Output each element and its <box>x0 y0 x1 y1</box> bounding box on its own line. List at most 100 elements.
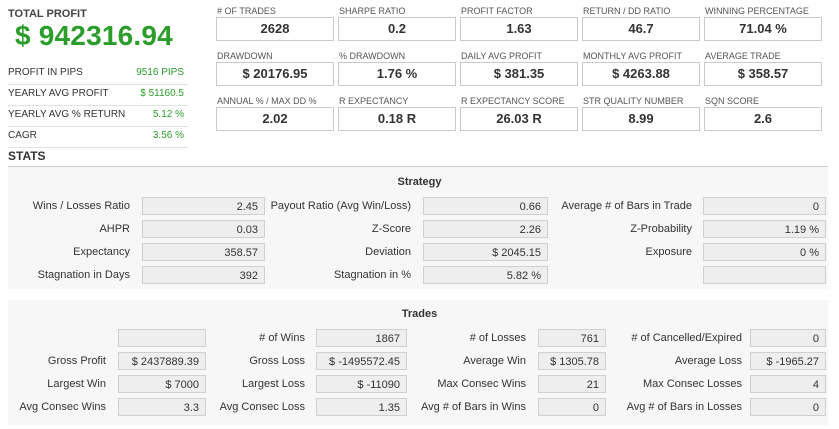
strategy-label: Z-Probability <box>630 223 692 235</box>
kpi-card: % DRAWDOWN 1.76 % <box>338 51 456 86</box>
kpi-label: STR QUALITY NUMBER <box>583 96 684 106</box>
trades-label: Avg # of Bars in Losses <box>626 401 742 413</box>
kpi-value: $ 381.35 <box>460 62 578 86</box>
strategy-label: Stagnation in % <box>333 269 411 281</box>
kpi-value: 2.02 <box>216 107 334 131</box>
total-profit-label: TOTAL PROFIT <box>8 8 87 20</box>
trades-value: 21 <box>538 375 606 393</box>
trades-label: Max Consec Wins <box>437 378 526 390</box>
trades-value: $ -1495572.45 <box>316 352 407 370</box>
side-stat-value: 3.56 % <box>152 130 184 141</box>
side-stat-value: 9516 PIPS <box>136 67 184 78</box>
trades-value: 1867 <box>316 329 407 347</box>
trades-label: # of Losses <box>469 332 526 344</box>
strategy-value: 0.03 <box>142 220 265 238</box>
trades-label: Gross Profit <box>47 355 106 367</box>
kpi-label: MONTHLY AVG PROFIT <box>583 51 683 61</box>
strategy-value: $ 2045.15 <box>423 243 548 261</box>
side-stat-label: CAGR <box>8 130 37 141</box>
kpi-value: 0.18 R <box>338 107 456 131</box>
kpi-card: PROFIT FACTOR 1.63 <box>460 6 578 41</box>
kpi-card: AVERAGE TRADE $ 358.57 <box>704 51 822 86</box>
kpi-card: R EXPECTANCY 0.18 R <box>338 96 456 131</box>
kpi-value: $ 20176.95 <box>216 62 334 86</box>
strategy-value: 0.66 <box>423 197 548 215</box>
kpi-value: 0.2 <box>338 17 456 41</box>
kpi-card: RETURN / DD RATIO 46.7 <box>582 6 700 41</box>
trades-label: # of Cancelled/Expired <box>631 332 742 344</box>
kpi-card: SQN SCORE 2.6 <box>704 96 822 131</box>
strategy-value <box>703 266 826 284</box>
side-stat-label: YEARLY AVG % RETURN <box>8 109 126 120</box>
kpi-label: WINNING PERCENTAGE <box>705 6 809 16</box>
side-stat-label: PROFIT IN PIPS <box>8 67 83 78</box>
trades-value: 3.3 <box>118 398 206 416</box>
kpi-card: DRAWDOWN $ 20176.95 <box>216 51 334 86</box>
kpi-label: DRAWDOWN <box>217 51 273 61</box>
kpi-label: R EXPECTANCY SCORE <box>461 96 565 106</box>
strategy-value: 0 <box>703 197 826 215</box>
strategy-value: 2.45 <box>142 197 265 215</box>
kpi-label: % DRAWDOWN <box>339 51 406 61</box>
trades-value: 761 <box>538 329 606 347</box>
strategy-label: Deviation <box>365 246 411 258</box>
trades-label: Average Loss <box>674 355 742 367</box>
kpi-label: PROFIT FACTOR <box>461 6 533 16</box>
kpi-card: # OF TRADES 2628 <box>216 6 334 41</box>
kpi-card: STR QUALITY NUMBER 8.99 <box>582 96 700 131</box>
kpi-label: SHARPE RATIO <box>339 6 406 16</box>
kpi-card: MONTHLY AVG PROFIT $ 4263.88 <box>582 51 700 86</box>
strategy-value: 1.19 % <box>703 220 826 238</box>
stats-divider <box>8 166 828 167</box>
side-stat-cagr: CAGR 3.56 % <box>8 127 188 148</box>
trades-value: $ 1305.78 <box>538 352 606 370</box>
kpi-label: # OF TRADES <box>217 6 276 16</box>
strategy-label: Z-Score <box>371 223 411 235</box>
stats-heading: STATS <box>8 149 46 163</box>
side-stat-label: YEARLY AVG PROFIT <box>8 88 109 99</box>
kpi-card: SHARPE RATIO 0.2 <box>338 6 456 41</box>
trades-label: Largest Loss <box>242 378 305 390</box>
kpi-card: DAILY AVG PROFIT $ 381.35 <box>460 51 578 86</box>
trades-value: 4 <box>750 375 826 393</box>
side-stat-yearly-avg-return: YEARLY AVG % RETURN 5.12 % <box>8 106 188 127</box>
strategy-value: 2.26 <box>423 220 548 238</box>
trades-value: 0 <box>750 398 826 416</box>
strategy-label: Stagnation in Days <box>37 269 130 281</box>
trades-value: 0 <box>750 329 826 347</box>
kpi-card: WINNING PERCENTAGE 71.04 % <box>704 6 822 41</box>
kpi-card: R EXPECTANCY SCORE 26.03 R <box>460 96 578 131</box>
strategy-label: Average # of Bars in Trade <box>561 200 692 212</box>
trades-value: 1.35 <box>316 398 407 416</box>
kpi-label: ANNUAL % / MAX DD % <box>217 96 317 106</box>
kpi-value: $ 4263.88 <box>582 62 700 86</box>
trades-value <box>118 329 206 347</box>
trades-label: Avg Consec Loss <box>219 401 305 413</box>
trades-value: $ -1965.27 <box>750 352 826 370</box>
kpi-card: ANNUAL % / MAX DD % 2.02 <box>216 96 334 131</box>
total-profit-value: $ 942316.94 <box>15 20 173 51</box>
kpi-value: 71.04 % <box>704 17 822 41</box>
side-stat-yearly-avg-profit: YEARLY AVG PROFIT $ 51160.5 <box>8 85 188 106</box>
kpi-value: 1.76 % <box>338 62 456 86</box>
kpi-value: 46.7 <box>582 17 700 41</box>
strategy-section-title: Strategy <box>397 176 442 188</box>
strategy-value: 5.82 % <box>423 266 548 284</box>
kpi-label: R EXPECTANCY <box>339 96 409 106</box>
strategy-label: Expectancy <box>73 246 130 258</box>
kpi-value: 8.99 <box>582 107 700 131</box>
trades-label: # of Wins <box>259 332 305 344</box>
trades-label: Average Win <box>463 355 526 367</box>
kpi-label: SQN SCORE <box>705 96 760 106</box>
strategy-label: Payout Ratio (Avg Win/Loss) <box>270 200 411 212</box>
trades-value: $ -11090 <box>316 375 407 393</box>
kpi-value: 2.6 <box>704 107 822 131</box>
trades-value: $ 7000 <box>118 375 206 393</box>
trades-label: Avg Consec Wins <box>19 401 106 413</box>
trades-value: $ 2437889.39 <box>118 352 206 370</box>
trades-label: Largest Win <box>47 378 106 390</box>
kpi-value: 26.03 R <box>460 107 578 131</box>
kpi-value: 2628 <box>216 17 334 41</box>
strategy-label: AHPR <box>99 223 130 235</box>
side-stats-list: PROFIT IN PIPS 9516 PIPS YEARLY AVG PROF… <box>8 64 188 148</box>
